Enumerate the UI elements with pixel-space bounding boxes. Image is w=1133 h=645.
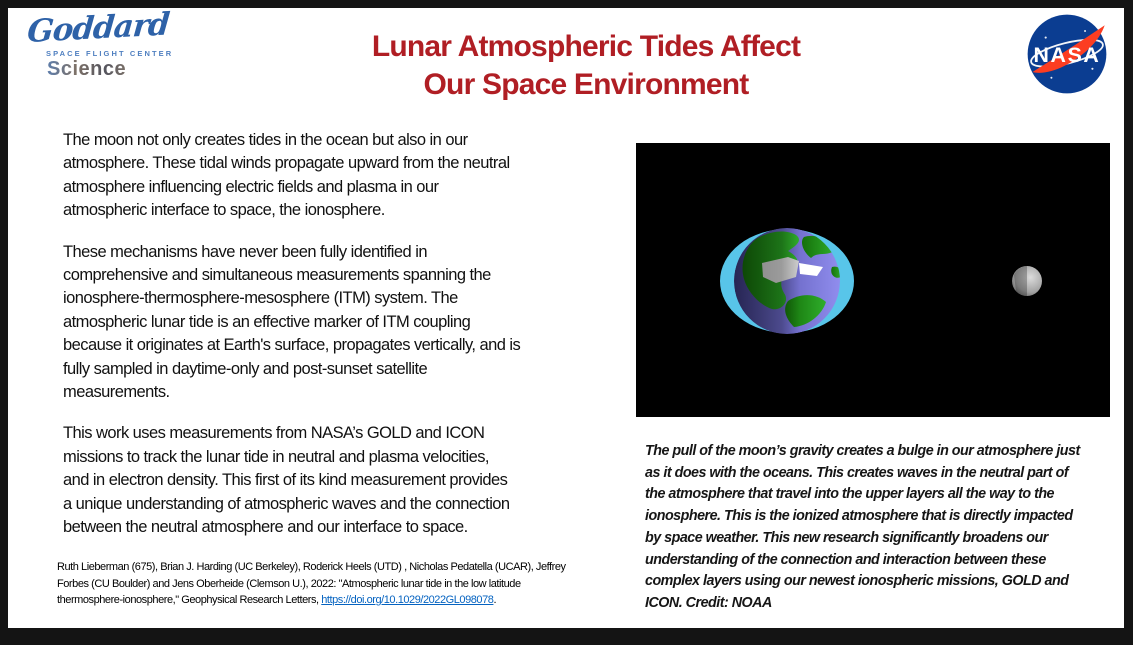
paragraph-3: This work uses measurements from NASA’s … [63,424,510,537]
paragraph-2: These mechanisms have never been fully i… [63,242,521,402]
paragraph-1: The moon not only creates tides in the o… [63,131,510,220]
slide-canvas: Goddard SPACE FLIGHT CENTER Science Luna… [8,6,1124,628]
citation-suffix: . [493,594,497,607]
nasa-wordmark: NASA [1034,43,1101,67]
summary-text-block: The moon not only creates tides in the o… [63,129,635,558]
goddard-script-text: Goddard [25,6,171,51]
goddard-science-logo: Goddard SPACE FLIGHT CENTER Science [26,6,176,81]
earth-globe [734,228,840,334]
doi-link[interactable]: https://doi.org/10.1029/2022GL098078 [321,594,494,607]
moon [1012,266,1042,296]
goddard-science-text: Science [47,58,176,81]
citation-authors: Ruth Lieberman (675), Brian J. Harding (… [57,561,566,607]
nasa-meatball-icon: NASA [1026,13,1108,95]
citation-text: Ruth Lieberman (675), Brian J. Harding (… [57,559,643,609]
page-title-line-2: Our Space Environment [423,68,750,101]
page-title: Lunar Atmospheric Tides Affect Our Space… [168,28,1004,104]
figure-caption: The pull of the moon’s gravity creates a… [645,443,1080,611]
goddard-subline-text: SPACE FLIGHT CENTER [46,49,174,58]
page-title-line-1: Lunar Atmospheric Tides Affect [371,30,801,63]
earth-moon-illustration [636,143,1110,417]
